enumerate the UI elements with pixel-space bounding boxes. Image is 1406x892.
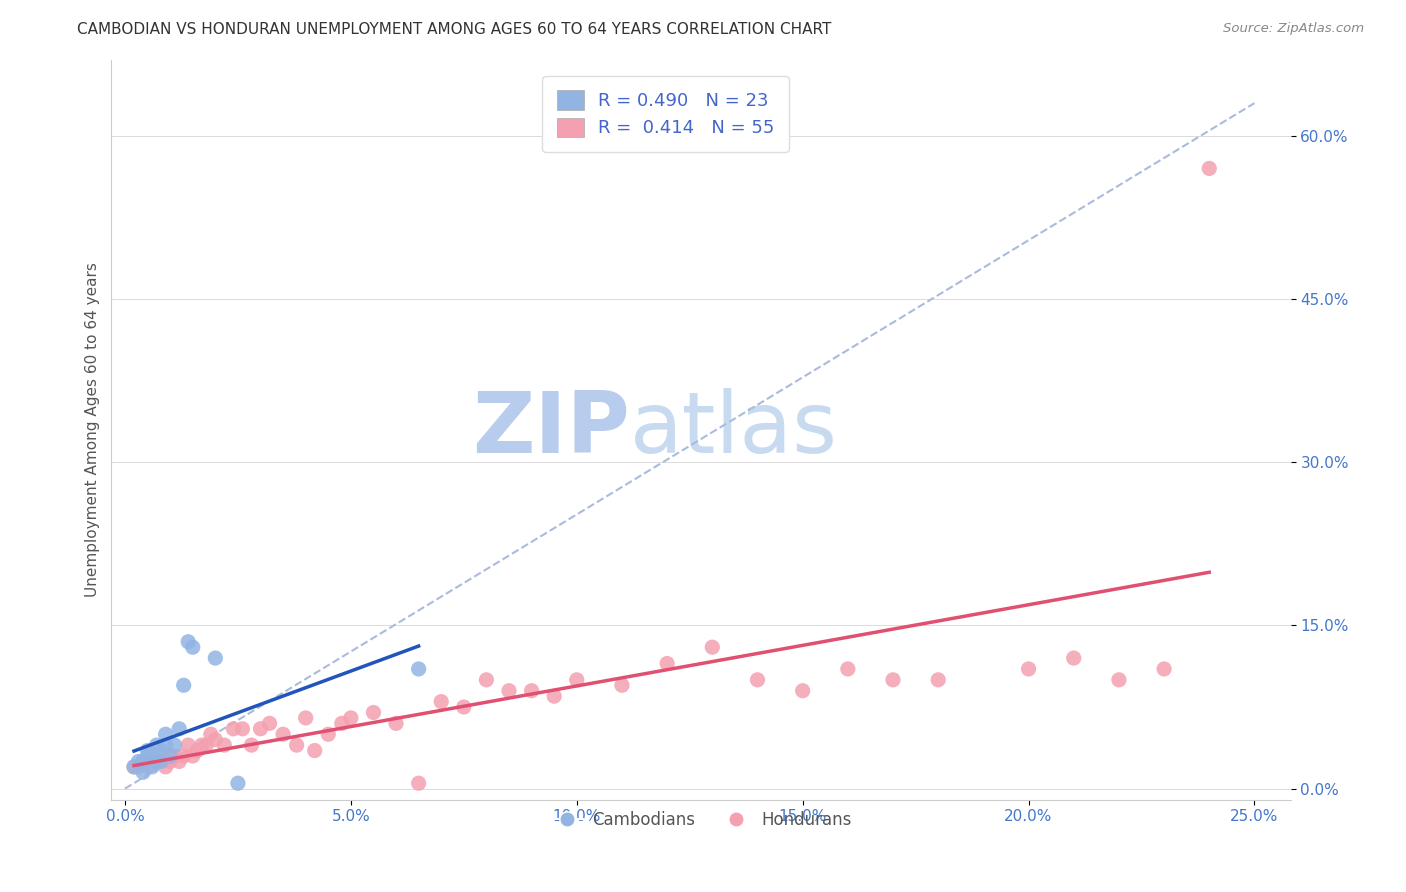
Point bbox=[655, 657, 678, 671]
Point bbox=[226, 776, 249, 790]
Point bbox=[222, 722, 245, 736]
Point bbox=[167, 755, 190, 769]
Point bbox=[1018, 662, 1040, 676]
Point bbox=[1153, 662, 1175, 676]
Point bbox=[792, 683, 814, 698]
Point bbox=[163, 738, 186, 752]
Point bbox=[204, 651, 226, 665]
Text: CAMBODIAN VS HONDURAN UNEMPLOYMENT AMONG AGES 60 TO 64 YEARS CORRELATION CHART: CAMBODIAN VS HONDURAN UNEMPLOYMENT AMONG… bbox=[77, 22, 832, 37]
Point bbox=[150, 755, 173, 769]
Point bbox=[330, 716, 353, 731]
Point bbox=[747, 673, 769, 687]
Point bbox=[150, 749, 173, 764]
Point bbox=[136, 760, 159, 774]
Point bbox=[304, 743, 326, 757]
Point bbox=[271, 727, 294, 741]
Point bbox=[145, 755, 167, 769]
Text: ZIP: ZIP bbox=[472, 388, 630, 471]
Point bbox=[141, 749, 163, 764]
Point bbox=[150, 743, 173, 757]
Point bbox=[1063, 651, 1085, 665]
Point bbox=[173, 749, 195, 764]
Point bbox=[122, 760, 145, 774]
Point bbox=[475, 673, 498, 687]
Point bbox=[132, 755, 155, 769]
Point bbox=[610, 678, 633, 692]
Point bbox=[155, 738, 177, 752]
Point bbox=[136, 749, 159, 764]
Point bbox=[453, 700, 475, 714]
Point bbox=[408, 776, 430, 790]
Point bbox=[1198, 161, 1220, 176]
Point bbox=[122, 760, 145, 774]
Point bbox=[132, 765, 155, 780]
Point bbox=[240, 738, 263, 752]
Point bbox=[173, 678, 195, 692]
Point bbox=[882, 673, 904, 687]
Point bbox=[316, 727, 339, 741]
Point bbox=[385, 716, 408, 731]
Point bbox=[132, 755, 155, 769]
Point bbox=[340, 711, 363, 725]
Point bbox=[259, 716, 281, 731]
Point bbox=[141, 760, 163, 774]
Point bbox=[181, 749, 204, 764]
Point bbox=[159, 749, 181, 764]
Point bbox=[543, 689, 565, 703]
Point bbox=[927, 673, 949, 687]
Point bbox=[200, 727, 222, 741]
Point bbox=[430, 695, 453, 709]
Point bbox=[408, 662, 430, 676]
Point bbox=[155, 760, 177, 774]
Point bbox=[163, 749, 186, 764]
Point bbox=[837, 662, 859, 676]
Point bbox=[128, 755, 150, 769]
Y-axis label: Unemployment Among Ages 60 to 64 years: Unemployment Among Ages 60 to 64 years bbox=[86, 262, 100, 597]
Point bbox=[249, 722, 271, 736]
Point bbox=[141, 755, 163, 769]
Point bbox=[145, 738, 167, 752]
Point bbox=[128, 760, 150, 774]
Point bbox=[565, 673, 588, 687]
Point bbox=[294, 711, 316, 725]
Point bbox=[177, 634, 200, 648]
Point bbox=[159, 755, 181, 769]
Point bbox=[191, 738, 214, 752]
Point bbox=[177, 738, 200, 752]
Point bbox=[231, 722, 253, 736]
Point bbox=[214, 738, 236, 752]
Point bbox=[363, 706, 385, 720]
Point bbox=[702, 640, 724, 655]
Point bbox=[1108, 673, 1130, 687]
Point bbox=[520, 683, 543, 698]
Point bbox=[186, 743, 208, 757]
Point bbox=[155, 727, 177, 741]
Point bbox=[285, 738, 308, 752]
Point bbox=[181, 640, 204, 655]
Point bbox=[167, 722, 190, 736]
Point bbox=[498, 683, 520, 698]
Text: Source: ZipAtlas.com: Source: ZipAtlas.com bbox=[1223, 22, 1364, 36]
Legend: Cambodians, Hondurans: Cambodians, Hondurans bbox=[544, 805, 859, 836]
Point bbox=[195, 738, 218, 752]
Point bbox=[136, 743, 159, 757]
Point bbox=[145, 755, 167, 769]
Point bbox=[204, 732, 226, 747]
Text: atlas: atlas bbox=[630, 388, 838, 471]
